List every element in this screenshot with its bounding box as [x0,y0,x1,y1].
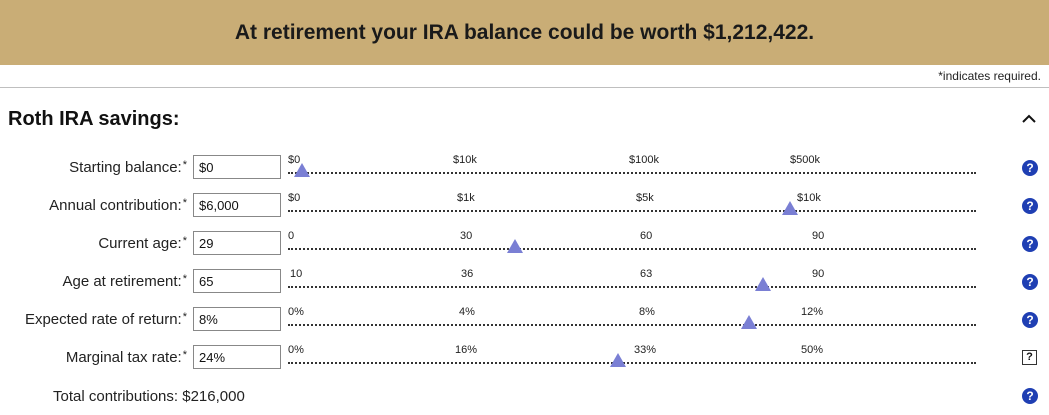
slider-tick: 30 [460,230,473,242]
slider-thumb[interactable] [610,353,627,367]
slider-tick: 90 [812,268,825,280]
field-label: Age at retirement:* [62,273,187,290]
slider-tick: 0 [288,230,295,242]
help-icon[interactable]: ? [1022,388,1038,404]
slider-track [288,210,976,212]
slider-tick: $1k [457,192,475,204]
help-icon[interactable]: ? [1022,312,1038,328]
row-expected-rate-of-return: Expected rate of return:* 0% 4% 8% 12% ? [0,305,1049,335]
field-label: Current age:* [98,235,187,252]
slider-tick: $0 [288,192,301,204]
rate-of-return-slider[interactable]: 0% 4% 8% 12% [288,305,976,335]
slider-tick: 0% [288,306,304,318]
annual-contribution-slider[interactable]: $0 $1k $5k $10k [288,191,976,221]
field-label: Marginal tax rate:* [65,349,187,366]
row-marginal-tax-rate: Marginal tax rate:* 0% 16% 33% 50% ? [0,343,1049,373]
help-icon[interactable]: ? [1022,236,1038,252]
help-icon[interactable]: ? [1022,198,1038,214]
field-label: Expected rate of return:* [24,311,187,328]
slider-tick: $5k [636,192,654,204]
field-label: Starting balance:* [69,159,187,176]
row-age-at-retirement: Age at retirement:* 10 36 63 90 ? [0,267,1049,297]
total-contributions: Total contributions: $216,000 [53,388,245,405]
slider-tick: 8% [639,306,655,318]
slider-track [288,362,976,364]
slider-tick: $100k [629,154,659,166]
slider-thumb[interactable] [782,201,799,215]
slider-tick: 4% [459,306,475,318]
annual-contribution-input[interactable] [193,193,281,217]
help-icon[interactable]: ? [1022,160,1038,176]
slider-track [288,286,976,288]
slider-thumb[interactable] [507,239,524,253]
section-title: Roth IRA savings: [8,108,180,130]
required-divider [0,65,1049,88]
slider-tick: 12% [801,306,824,318]
age-at-retirement-slider[interactable]: 10 36 63 90 [288,267,976,297]
marginal-tax-rate-input[interactable] [193,345,281,369]
slider-thumb[interactable] [740,315,757,329]
field-label: Annual contribution:* [49,197,187,214]
starting-balance-input[interactable] [193,155,281,179]
starting-balance-slider[interactable]: $0 $10k $100k $500k [288,153,976,183]
slider-tick: 63 [640,268,653,280]
help-square-icon[interactable]: ? [1022,350,1037,365]
slider-track [288,324,976,326]
slider-tick: $10k [453,154,477,166]
slider-tick: 90 [812,230,825,242]
slider-tick: $500k [790,154,820,166]
slider-track [288,172,976,174]
help-icon[interactable]: ? [1022,274,1038,290]
slider-tick: 10 [290,268,303,280]
age-at-retirement-input[interactable] [193,269,281,293]
current-age-input[interactable] [193,231,281,255]
slider-tick: 16% [455,344,478,356]
slider-tick: 33% [634,344,657,356]
row-current-age: Current age:* 0 30 60 90 ? [0,229,1049,259]
slider-tick: 36 [461,268,474,280]
slider-track [288,248,976,250]
slider-tick: 60 [640,230,653,242]
slider-thumb[interactable] [293,163,310,177]
required-note: *indicates required. [938,69,1041,83]
slider-tick: $10k [797,192,821,204]
slider-tick: 50% [801,344,824,356]
row-starting-balance: Starting balance:* $0 $10k $100k $500k ? [0,153,1049,183]
marginal-tax-rate-slider[interactable]: 0% 16% 33% 50% [288,343,976,373]
current-age-slider[interactable]: 0 30 60 90 [288,229,976,259]
row-annual-contribution: Annual contribution:* $0 $1k $5k $10k ? [0,191,1049,221]
rate-of-return-input[interactable] [193,307,281,331]
slider-thumb[interactable] [754,277,771,291]
result-banner: At retirement your IRA balance could be … [0,0,1049,65]
slider-tick: 0% [288,344,304,356]
chevron-up-icon[interactable] [1018,108,1040,130]
result-message: At retirement your IRA balance could be … [234,20,815,44]
